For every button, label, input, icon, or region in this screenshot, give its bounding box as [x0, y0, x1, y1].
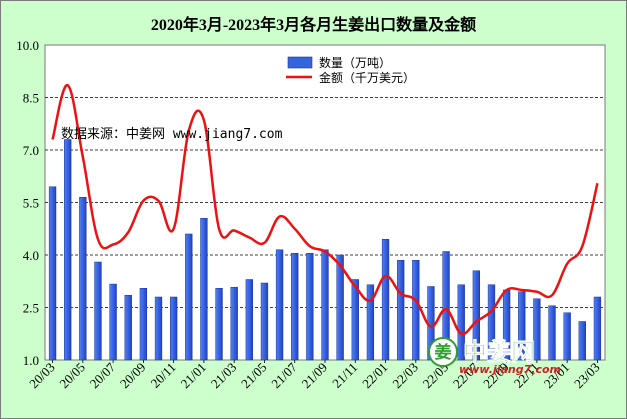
bar-22/03 [412, 260, 420, 361]
bar-22/01 [381, 239, 390, 361]
bar-22/12 [548, 305, 556, 361]
bar-21/03 [230, 286, 238, 361]
bar-20/10 [154, 296, 163, 361]
bar-22/02 [397, 260, 405, 361]
bar-20/05 [79, 197, 87, 361]
x-tick-label: 21/07 [268, 359, 300, 391]
line-series [51, 83, 599, 336]
x-tick-label: 21/01 [177, 360, 209, 392]
legend-bar-label: 数量（万吨） [319, 55, 391, 70]
x-tick-label: 21/03 [208, 360, 240, 392]
y-tick-label: 5.5 [23, 196, 39, 211]
x-tick-label: 20/11 [148, 360, 179, 391]
watermark-logo-char: 姜 [435, 342, 452, 363]
y-tick-label: 1.0 [23, 353, 39, 368]
y-axis: 1.0 2.5 4.0 5.5 7.0 8.5 10.0 [16, 38, 39, 368]
bar-22/08 [487, 284, 496, 361]
bar-21/09 [321, 249, 329, 361]
bar-series [48, 139, 602, 361]
x-tick-label: 23/03 [571, 360, 603, 392]
bar-20/04 [64, 139, 72, 361]
legend-line-label: 金额（千万美元） [319, 70, 415, 85]
bar-23/03 [593, 296, 602, 361]
legend-bar-swatch [287, 56, 313, 69]
bar-20/11 [169, 296, 178, 361]
x-tick-label: 20/09 [117, 360, 149, 392]
bar-21/05 [260, 282, 269, 361]
x-tick-label: 20/05 [56, 360, 88, 392]
bar-21/12 [366, 284, 375, 361]
y-tick-label: 2.5 [23, 301, 39, 316]
y-tick-label: 7.0 [23, 143, 39, 158]
y-tick-label: 8.5 [23, 91, 39, 106]
amount-line [51, 83, 599, 336]
bar-20/03 [48, 186, 57, 361]
bar-21/07 [291, 253, 299, 361]
bar-20/06 [94, 261, 102, 361]
bar-22/06 [457, 284, 465, 361]
bar-21/01 [200, 218, 208, 361]
x-tick-label: 21/05 [238, 360, 270, 392]
bar-20/07 [109, 283, 117, 361]
y-tick-label: 10.0 [16, 38, 39, 53]
bar-23/01 [563, 312, 571, 361]
bar-21/06 [275, 249, 284, 361]
chart-title: 2020年3月-2023年3月各月生姜出口数量及金额 [150, 17, 477, 34]
watermark-name: 中姜网 [463, 338, 535, 366]
bar-20/09 [139, 288, 148, 361]
bar-21/10 [336, 254, 344, 361]
y-tick-label: 4.0 [23, 248, 39, 263]
x-tick-label: 21/09 [299, 360, 331, 392]
bar-20/08 [124, 295, 132, 361]
bar-23/02 [578, 321, 586, 361]
legend: 数量（万吨） 金额（千万美元） [286, 55, 415, 85]
x-tick-label: 22/01 [359, 360, 391, 392]
watermark-logo: 姜 中姜网 www.jiang7.com [428, 337, 561, 376]
bar-20/12 [185, 233, 193, 361]
bar-21/02 [215, 288, 223, 361]
x-tick-label: 20/07 [87, 359, 119, 391]
bar-21/08 [306, 253, 314, 361]
x-tick-label: 21/11 [329, 360, 360, 391]
x-tick-label: 22/03 [389, 360, 421, 392]
watermark-badge [428, 337, 458, 367]
bar-21/04 [245, 279, 253, 361]
bar-22/10 [518, 291, 526, 361]
source-note: 数据来源：中姜网 www.jiang7.com [61, 127, 283, 142]
watermark-url: www.jiang7.com [459, 363, 561, 376]
